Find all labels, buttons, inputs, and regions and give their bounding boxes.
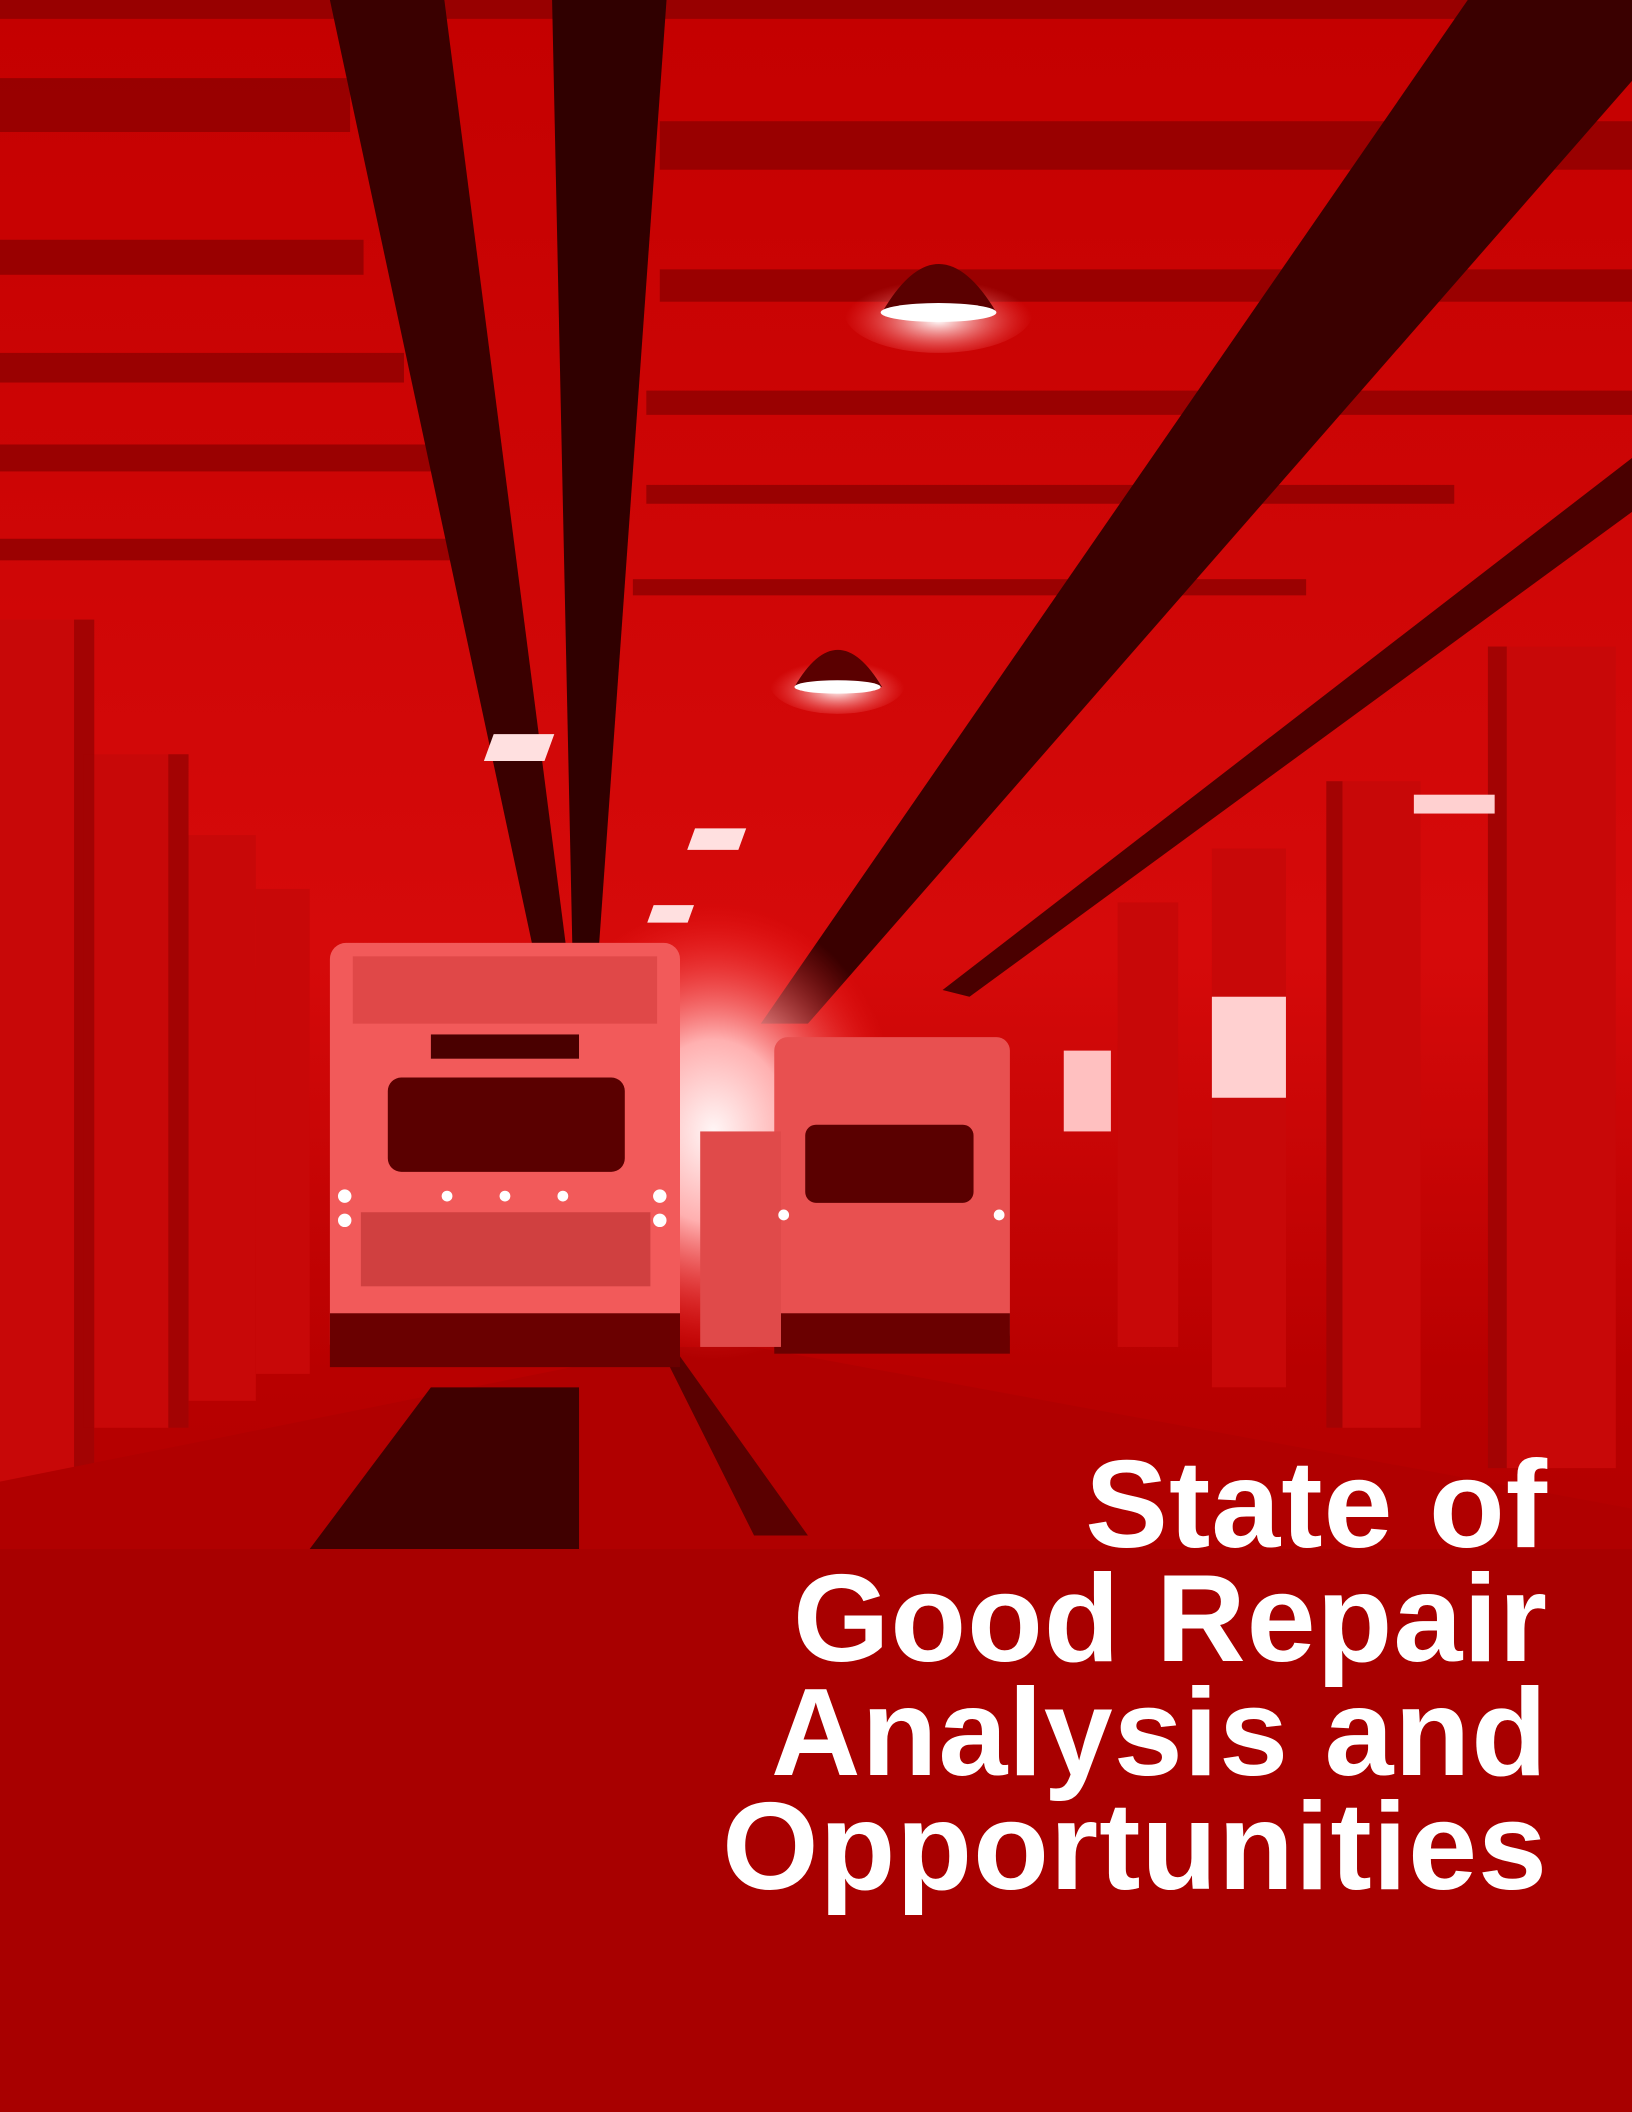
title-line: Opportunities	[722, 1778, 1548, 1916]
title-line: Analysis and	[771, 1664, 1548, 1802]
title-line: Good Repair	[792, 1550, 1548, 1688]
cover-title: State of Good Repair Analysis and Opport…	[722, 1436, 1548, 1916]
title-line: State of	[1085, 1436, 1548, 1574]
